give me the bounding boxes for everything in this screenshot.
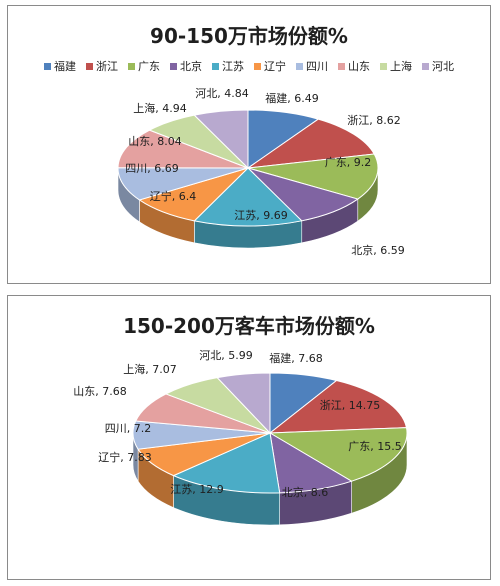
- data-label-6: 四川, 7.2: [105, 422, 152, 435]
- legend-swatch: [86, 62, 93, 70]
- legend-item: 福建: [44, 58, 76, 74]
- chart-panel-1: 90-150万市场份额% 福建 浙江 广东 北京 江苏 辽宁 四川 山东 上海 河北 福建, 6.…: [7, 5, 491, 284]
- pie-chart-1: 福建, 6.49 浙江, 8.62 广东, 9.2 北京, 6.59 江苏, 9.69 辽…: [117, 87, 405, 257]
- legend-label: 山东: [348, 60, 370, 73]
- pie-slice-9: [193, 109, 249, 170]
- legend-label: 福建: [54, 60, 76, 73]
- data-label-1: 浙江, 8.62: [347, 114, 401, 127]
- legend-label: 广东: [138, 60, 160, 73]
- legend-label: 四川: [306, 60, 328, 73]
- pie-slice-1: [247, 118, 375, 169]
- pie-sides: [117, 167, 379, 249]
- pie-slice-2: [268, 427, 408, 482]
- data-label-0: 福建, 7.68: [269, 351, 323, 365]
- chart-title-2: 150-200万客车市场份额%: [123, 314, 375, 338]
- pie-slice-4: [172, 432, 281, 494]
- data-label-7: 山东, 8.04: [128, 135, 182, 148]
- data-label-3: 北京, 8.6: [282, 485, 329, 499]
- data-label-3: 北京, 6.59: [351, 243, 405, 257]
- data-label-6: 四川, 6.69: [125, 162, 179, 175]
- pie-chart-2: 福建, 7.68 浙江, 14.75 广东, 15.5 北京, 8.6 江苏, 12.9…: [73, 349, 408, 526]
- chart-legend-1: 福建 浙江 广东 北京 江苏 辽宁 四川 山东 上海 河北: [8, 58, 490, 74]
- data-label-9: 河北, 4.84: [195, 87, 249, 100]
- legend-item: 江苏: [212, 58, 244, 74]
- legend-swatch: [170, 62, 177, 70]
- data-label-2: 广东, 15.5: [348, 440, 402, 453]
- pie-slice-7: [117, 129, 249, 169]
- pie-slice-2: [247, 153, 379, 200]
- legend-swatch: [212, 62, 219, 70]
- legend-label: 上海: [390, 60, 412, 73]
- legend-label: 河北: [432, 60, 454, 73]
- chart-title-1: 90-150万市场份额%: [150, 24, 348, 48]
- legend-item: 广东: [128, 58, 160, 74]
- legend-item: 浙江: [86, 58, 118, 74]
- legend-item: 上海: [380, 58, 412, 74]
- legend-item: 四川: [296, 58, 328, 74]
- legend-item: 河北: [422, 58, 454, 74]
- legend-swatch: [128, 62, 135, 70]
- data-label-0: 福建, 6.49: [265, 91, 319, 105]
- data-label-2: 广东, 9.2: [325, 156, 372, 169]
- legend-label: 江苏: [222, 60, 244, 73]
- data-label-4: 江苏, 12.9: [170, 483, 224, 496]
- pie-slice-4: [193, 167, 303, 227]
- data-label-4: 江苏, 9.69: [234, 209, 288, 222]
- data-label-1: 浙江, 14.75: [320, 399, 380, 412]
- pie-slice-1: [268, 380, 408, 434]
- data-label-8: 上海, 4.94: [133, 101, 187, 115]
- pie-slice-9: [216, 372, 271, 435]
- data-label-7: 山东, 7.68: [73, 385, 127, 398]
- chart-panel-2: 150-200万客车市场份额% 福建, 7.68 浙江, 14.75 广东, 15.…: [7, 295, 491, 580]
- data-label-9: 河北, 5.99: [199, 349, 253, 362]
- legend-swatch: [338, 62, 345, 70]
- legend-label: 辽宁: [264, 60, 286, 73]
- legend-label: 北京: [180, 60, 202, 73]
- data-label-5: 辽宁, 7.83: [98, 450, 152, 464]
- legend-item: 北京: [170, 58, 202, 74]
- legend-swatch: [44, 62, 51, 70]
- legend-label: 浙江: [96, 60, 118, 73]
- legend-swatch: [254, 62, 261, 70]
- data-label-8: 上海, 7.07: [123, 362, 177, 376]
- pie-slice-6: [117, 167, 249, 201]
- legend-swatch: [296, 62, 303, 70]
- legend-item: 山东: [338, 58, 370, 74]
- legend-swatch: [380, 62, 387, 70]
- legend-item: 辽宁: [254, 58, 286, 74]
- data-label-5: 辽宁, 6.4: [150, 189, 197, 203]
- legend-swatch: [422, 62, 429, 70]
